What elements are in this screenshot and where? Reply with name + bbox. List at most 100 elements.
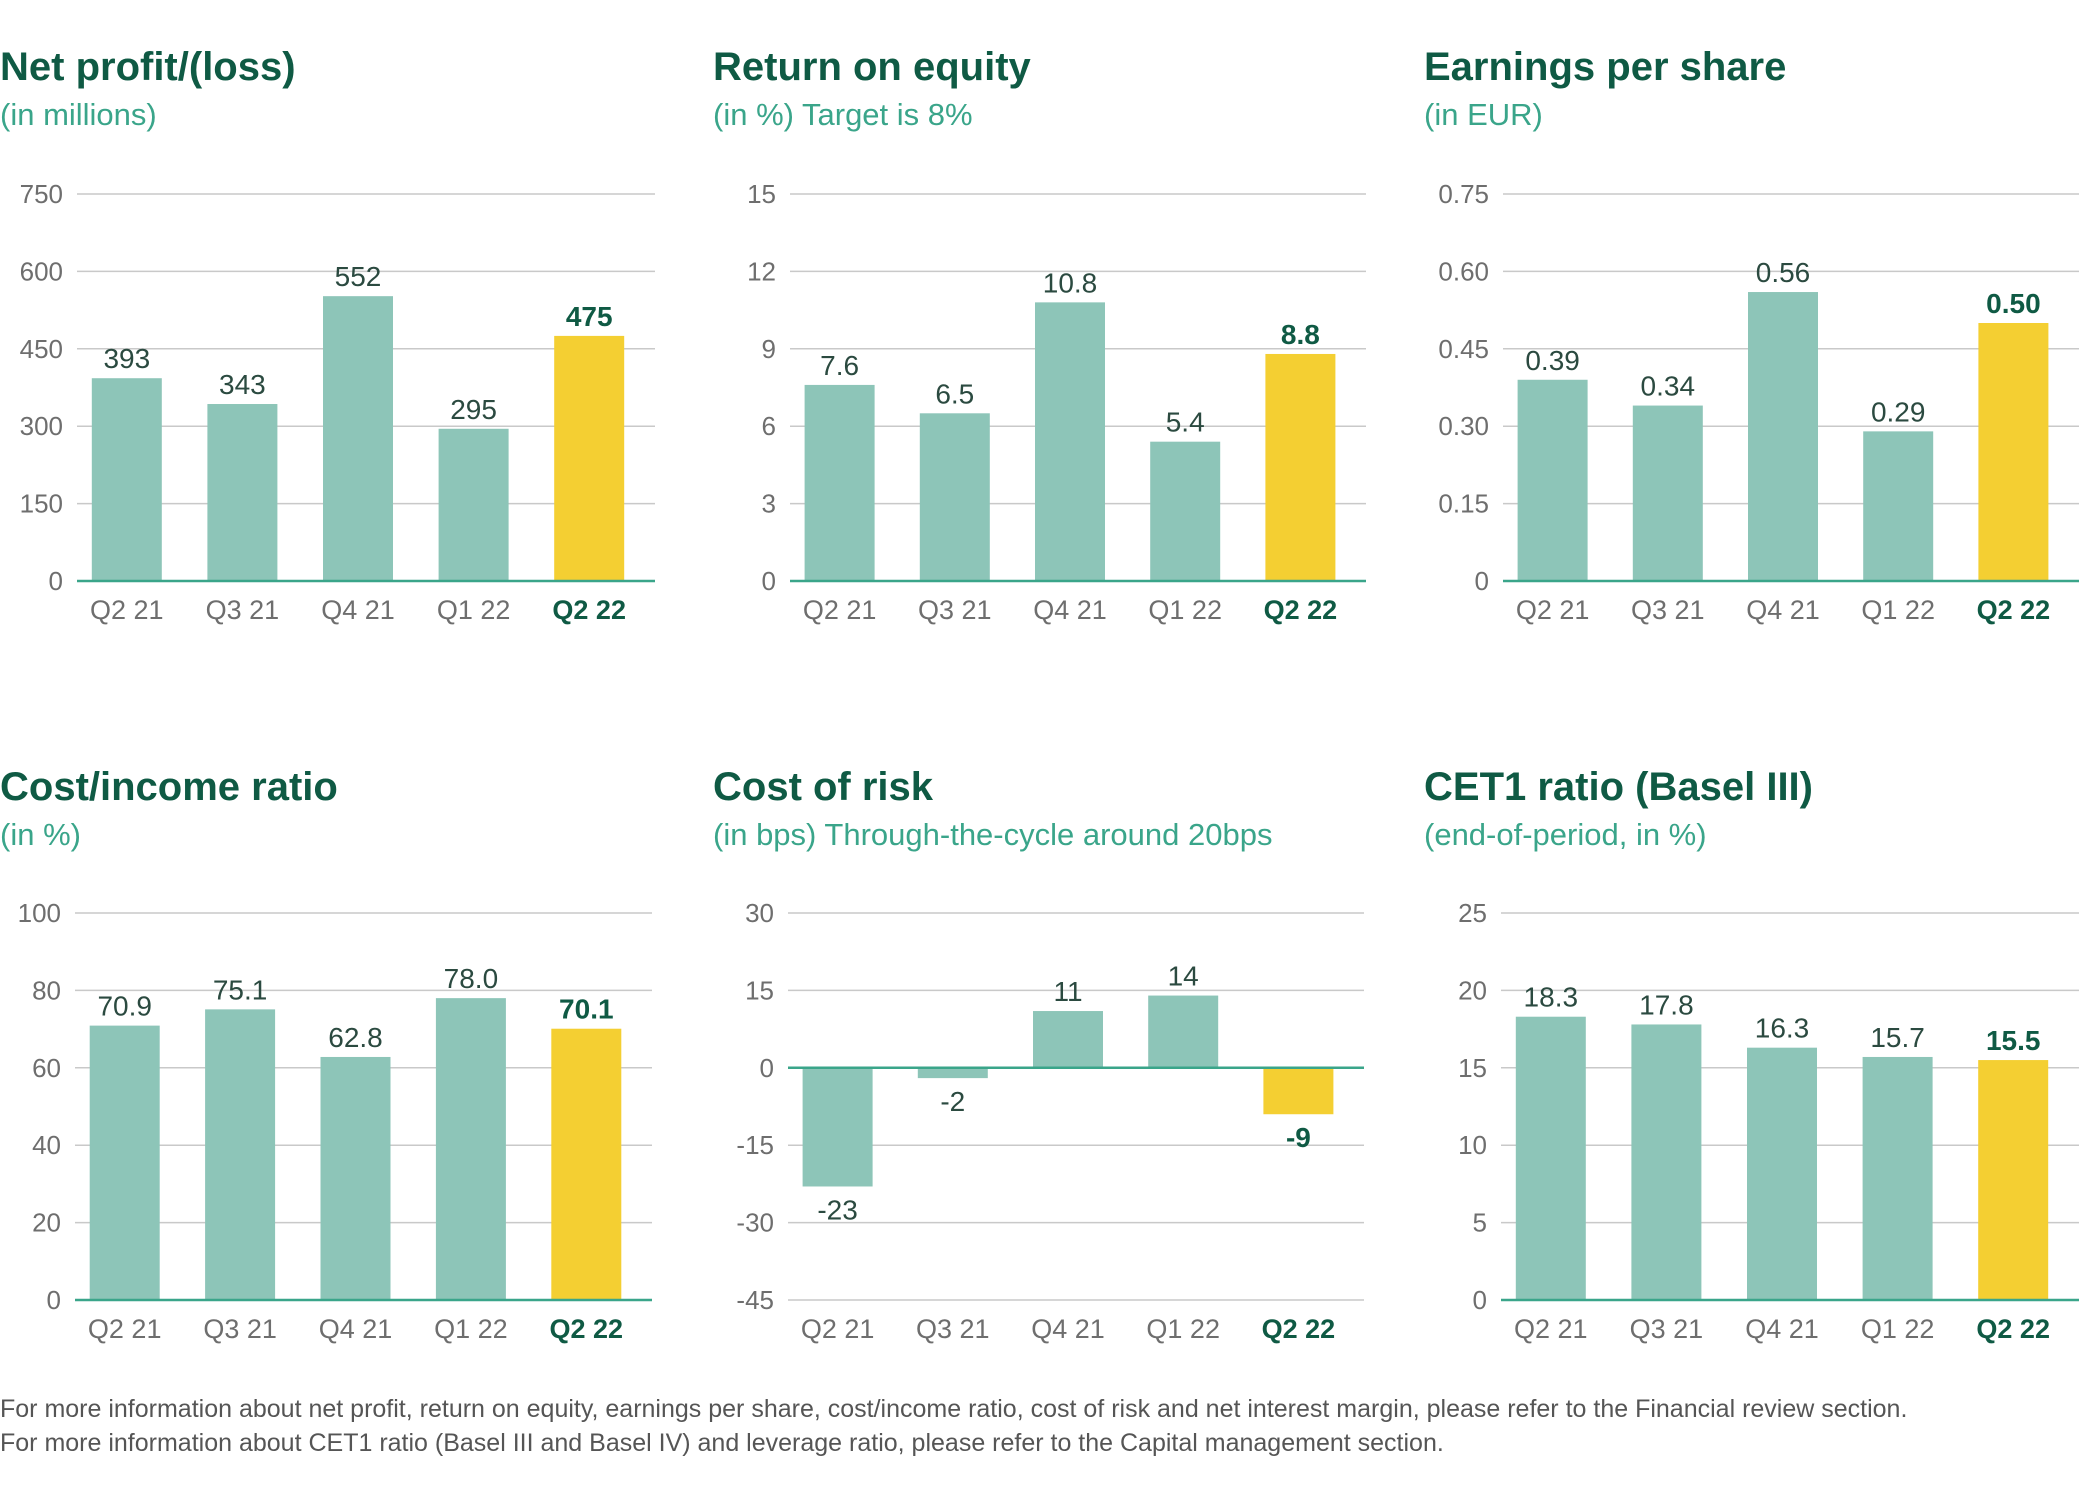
y-tick-label: 15 [745,975,774,1005]
x-tick-label: Q1 22 [1148,595,1222,625]
x-tick-label: Q4 21 [321,595,395,625]
chart-title: Return on equity [713,45,1032,89]
y-tick-label: 5 [1473,1208,1487,1238]
y-tick-label: 0.15 [1438,489,1489,519]
y-tick-label: 9 [762,334,776,364]
bar [438,428,509,581]
y-tick-label: 15 [747,179,776,209]
data-label: 18.3 [1524,982,1579,1013]
data-label: 11 [1053,976,1082,1007]
y-tick-label: 60 [32,1053,61,1083]
x-tick-label: Q2 21 [1514,1314,1588,1344]
y-tick-label: 6 [762,411,776,441]
y-tick-label: 450 [20,334,63,364]
bar [1148,995,1219,1068]
y-tick-label: 0 [1473,1285,1487,1315]
bar [323,296,393,581]
data-label: 5.4 [1166,407,1205,438]
y-tick-label: -15 [736,1130,774,1160]
footnote-2: For more information about CET1 ratio (B… [0,1429,1444,1457]
y-tick-label: 0.60 [1438,256,1489,286]
data-label: 393 [103,343,150,374]
y-tick-label: 15 [1458,1053,1487,1083]
data-label: 343 [219,369,266,400]
x-tick-label: Q2 21 [88,1314,162,1344]
y-tick-label: 3 [762,489,776,519]
bar [205,1009,276,1300]
bar [1631,1024,1702,1300]
chart-title: Net profit/(loss) [0,45,296,89]
data-label: 295 [450,394,497,425]
data-label: 0.50 [1986,288,2041,319]
bar [89,1025,160,1300]
data-label: 16.3 [1755,1013,1810,1044]
y-tick-label: 10 [1458,1130,1487,1160]
chart-title: Cost/income ratio [0,765,338,809]
chart-subtitle: (in %) [0,817,81,852]
y-tick-label: 750 [20,179,63,209]
x-tick-label: Q4 21 [1031,1314,1105,1344]
bar [435,998,506,1300]
y-tick-label: 300 [20,411,63,441]
y-tick-label: 0 [762,566,776,596]
data-label: 475 [566,301,613,332]
bar [207,404,278,581]
chart-subtitle: (in millions) [0,97,157,132]
x-tick-label: Q3 21 [916,1314,990,1344]
y-tick-label: 600 [20,256,63,286]
x-tick-label: Q3 21 [918,595,992,625]
y-tick-label: -30 [736,1208,774,1238]
data-label: 6.5 [935,378,974,409]
bar [917,1067,988,1079]
y-tick-label: 40 [32,1130,61,1160]
x-tick-label: Q2 22 [1262,1314,1336,1344]
x-tick-label: Q1 22 [1146,1314,1220,1344]
chart-subtitle: (in EUR) [1424,97,1543,132]
x-tick-label: Q2 22 [550,1314,624,1344]
y-tick-label: 0.30 [1438,411,1489,441]
bar [91,378,162,581]
x-tick-label: Q3 21 [203,1314,277,1344]
data-label: 0.56 [1756,257,1811,288]
bar [804,384,875,581]
y-tick-label: 0.75 [1438,179,1489,209]
bar [551,1028,622,1300]
footnote-1: For more information about net profit, r… [0,1395,1908,1423]
x-tick-label: Q2 22 [1976,1314,2050,1344]
bar [919,413,990,581]
y-tick-label: 100 [18,898,61,928]
data-label: 75.1 [213,974,268,1005]
data-label: 14 [1168,961,1199,992]
y-tick-label: 0 [49,566,63,596]
data-label: 62.8 [328,1022,383,1053]
x-tick-label: Q1 22 [1861,595,1935,625]
y-tick-label: 25 [1458,898,1487,928]
y-tick-label: 0 [760,1053,774,1083]
x-tick-label: Q3 21 [206,595,280,625]
data-label: 552 [335,261,382,292]
chart-subtitle: (in %) Target is 8% [713,97,973,132]
data-label: 17.8 [1639,989,1694,1020]
x-tick-label: Q4 21 [1746,595,1820,625]
data-label: 10.8 [1043,267,1098,298]
y-tick-label: 80 [32,975,61,1005]
data-label: 0.34 [1641,371,1696,402]
data-label: -2 [940,1086,965,1117]
y-tick-label: 20 [32,1208,61,1238]
bar [320,1056,391,1300]
x-tick-label: Q2 21 [803,595,877,625]
bar [1263,1067,1334,1115]
data-label: 0.29 [1871,396,1926,427]
x-tick-label: Q2 21 [90,595,164,625]
x-tick-label: Q2 22 [1977,595,2051,625]
x-tick-label: Q1 22 [434,1314,508,1344]
data-label: -9 [1286,1122,1311,1153]
data-label: 15.5 [1986,1025,2041,1056]
y-tick-label: 12 [747,256,776,286]
bar [1747,1047,1817,1300]
data-label: -23 [817,1194,857,1225]
chart-title: Cost of risk [713,765,934,809]
bar [1150,441,1221,581]
bar [1748,292,1818,581]
chart-title: Earnings per share [1424,45,1786,89]
